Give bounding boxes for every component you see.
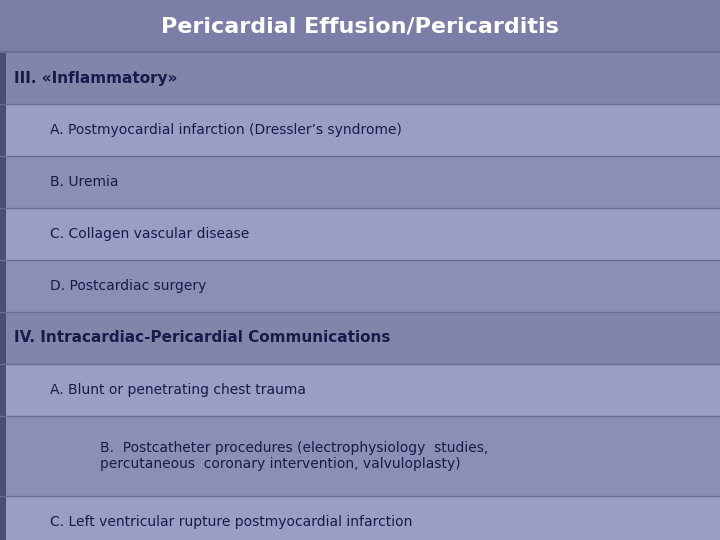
Bar — [0, 0, 720, 52]
Text: B.  Postcatheter procedures (electrophysiology  studies,
percutaneous  coronary : B. Postcatheter procedures (electrophysi… — [100, 441, 488, 471]
Text: D. Postcardiac surgery: D. Postcardiac surgery — [50, 279, 207, 293]
Text: Pericardial Effusion/Pericarditis: Pericardial Effusion/Pericarditis — [161, 16, 559, 36]
Bar — [0, 312, 6, 364]
Bar — [0, 364, 720, 416]
Bar — [0, 416, 6, 496]
Bar — [0, 364, 6, 416]
Bar — [0, 156, 6, 208]
Text: A. Postmyocardial infarction (Dressler’s syndrome): A. Postmyocardial infarction (Dressler’s… — [50, 123, 402, 137]
Text: IV. Intracardiac-Pericardial Communications: IV. Intracardiac-Pericardial Communicati… — [14, 330, 390, 346]
Bar — [0, 208, 6, 260]
Text: C. Left ventricular rupture postmyocardial infarction: C. Left ventricular rupture postmyocardi… — [50, 515, 413, 529]
Bar — [0, 312, 720, 364]
Text: III. «Inflammatory»: III. «Inflammatory» — [14, 71, 177, 85]
Bar — [0, 156, 720, 208]
Bar — [0, 104, 6, 156]
Bar — [0, 52, 6, 104]
Bar — [0, 260, 6, 312]
Bar — [0, 52, 720, 104]
Bar — [0, 416, 720, 496]
Bar — [0, 260, 720, 312]
Text: B. Uremia: B. Uremia — [50, 175, 119, 189]
Bar — [0, 496, 720, 540]
Text: C. Collagen vascular disease: C. Collagen vascular disease — [50, 227, 249, 241]
Bar — [0, 496, 6, 540]
Bar — [0, 104, 720, 156]
Bar — [0, 208, 720, 260]
Text: A. Blunt or penetrating chest trauma: A. Blunt or penetrating chest trauma — [50, 383, 306, 397]
